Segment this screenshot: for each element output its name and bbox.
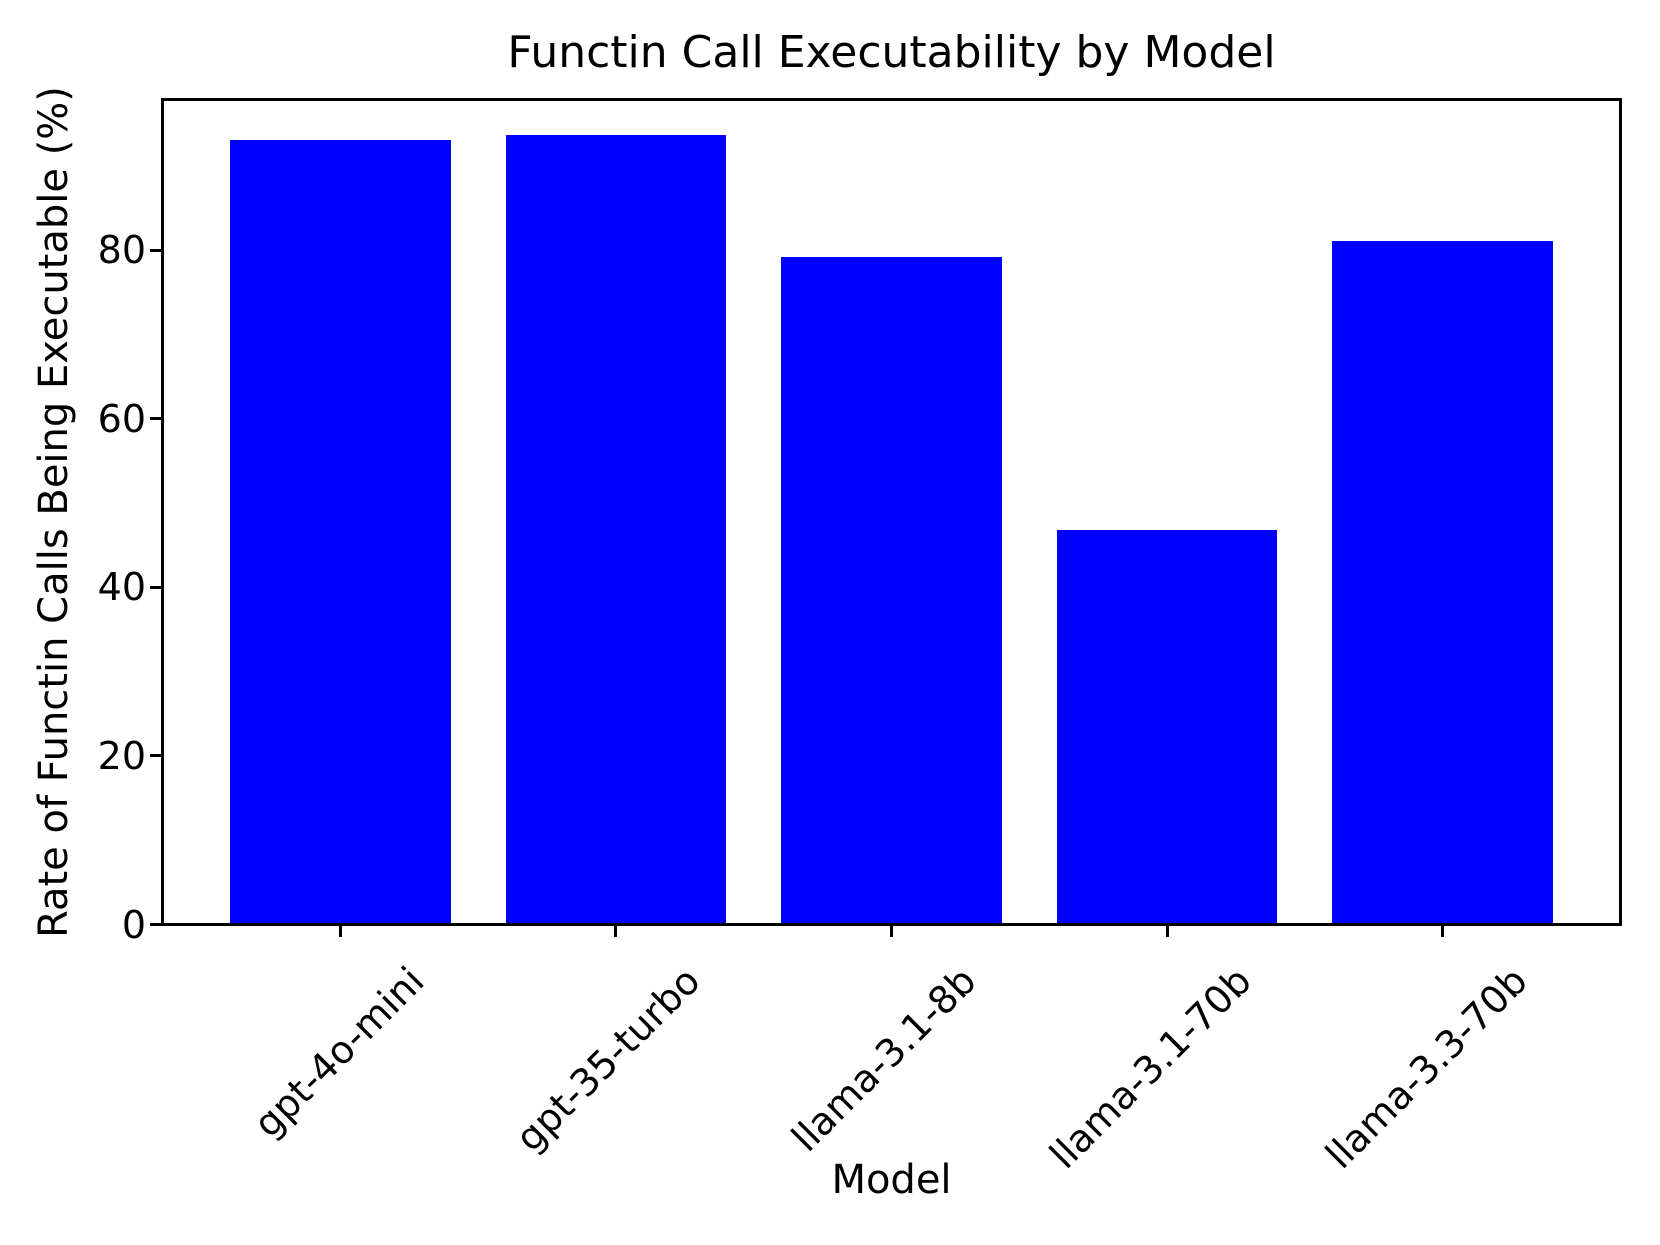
y-tick-label: 60 — [97, 396, 146, 441]
plot-area — [161, 98, 1622, 926]
y-tick-label: 0 — [121, 902, 146, 947]
y-axis-label: Rate of Functin Calls Being Executable (… — [31, 86, 77, 938]
x-tick-label: llama-3.1-8b — [782, 958, 985, 1161]
bars-layer — [164, 101, 1619, 923]
x-tick-label: gpt-35-turbo — [507, 958, 709, 1161]
y-tick-mark — [150, 754, 161, 758]
bar-llama-3.1-70b — [1056, 530, 1278, 923]
y-tick-mark — [150, 585, 161, 589]
y-tick-mark — [150, 248, 161, 252]
y-tick-mark — [150, 923, 161, 926]
bar-llama-3.3-70b — [1332, 240, 1553, 923]
y-tick-label: 20 — [97, 733, 146, 778]
x-tick-mark — [1441, 926, 1445, 937]
y-tick-label: 40 — [97, 565, 146, 610]
x-tick-label: llama-3.1-70b — [1041, 958, 1260, 1178]
x-tick-label: gpt-4o-mini — [245, 958, 434, 1146]
bar-gpt-35-turbo — [505, 134, 727, 923]
y-tick-label: 80 — [97, 228, 146, 273]
x-tick-mark — [1165, 926, 1169, 937]
x-tick-mark — [890, 926, 893, 937]
y-tick-mark — [150, 417, 161, 421]
x-tick-mark — [338, 926, 342, 937]
x-tick-label: llama-3.3-70b — [1316, 958, 1536, 1178]
x-axis-label: Model — [831, 1157, 952, 1203]
x-tick-mark — [614, 926, 618, 937]
bar-gpt-4o-mini — [230, 139, 451, 923]
bar-llama-3.1-8b — [781, 256, 1002, 923]
chart-title: Functin Call Executability by Model — [507, 27, 1276, 78]
